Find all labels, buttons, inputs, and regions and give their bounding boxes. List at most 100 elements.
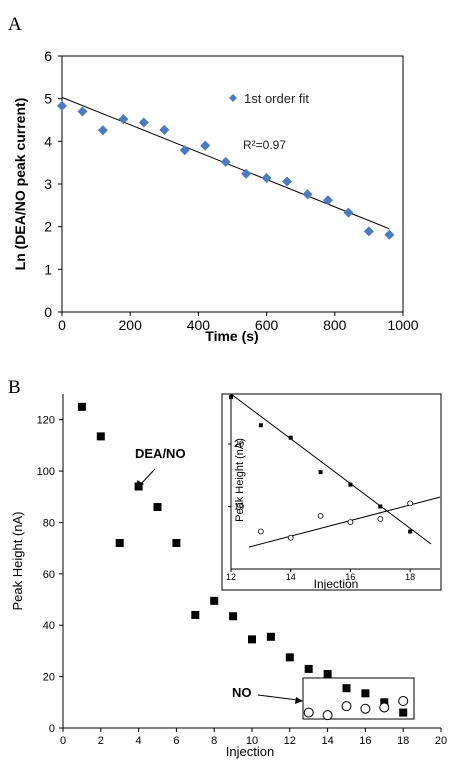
chart-b-square-point: [77, 402, 86, 411]
chart-a-x-ticks: 0 200 400 600 800 1000: [58, 312, 419, 333]
chart-b-square-point: [153, 503, 162, 512]
chart-a-y-tick-label: 5: [44, 91, 52, 107]
chart-b-points: [77, 402, 409, 721]
chart-a-x-tick-label: 400: [187, 317, 211, 333]
chart-b-square-point: [285, 653, 294, 662]
chart-b-x-tick-label: 6: [173, 735, 179, 747]
chart-a-y-ticks: 0 1 2 3 4 5 6: [44, 48, 62, 320]
chart-b-circle-point: [379, 702, 390, 713]
chart-a-y-axis-label: Ln (DEA/NO peak current): [12, 98, 28, 271]
inset-x-tick-label: 12: [226, 572, 236, 582]
chart-a-data-point: [384, 229, 395, 240]
chart-a-y-tick-label: 4: [44, 133, 52, 149]
chart-a-y-tick-label: 0: [44, 304, 52, 320]
chart-b-dea-no-annotation: DEA/NO: [135, 446, 186, 461]
chart-b-x-tick-label: 14: [321, 735, 333, 747]
chart-a-data-point: [159, 124, 170, 135]
inset-square-point: [229, 395, 233, 400]
chart-a-x-tick-label: 1000: [387, 317, 418, 333]
chart-b-x-tick-label: 4: [136, 735, 142, 747]
chart-b-y-tick-label: 0: [49, 723, 55, 735]
chart-b-square-point: [380, 698, 389, 707]
chart-b-square-point: [399, 708, 408, 717]
chart-a-data-point: [343, 207, 354, 218]
chart-b-square-point: [323, 670, 332, 679]
chart-b-x-ticks: 0 2 4 6 8 10 12 14 16 18 20: [60, 728, 447, 747]
panel-b-letter: B: [8, 377, 21, 398]
chart-a-r2-annotation: R²=0.97: [243, 138, 286, 152]
chart-a-y-tick-label: 1: [44, 261, 52, 277]
chart-b-circle-point: [322, 710, 333, 721]
chart-a-data-point: [322, 195, 333, 206]
chart-b: 0 2 4 6 8 10 12 14 16 18 20 0 20 40 60 80 100 120 DEA/NO…: [10, 393, 447, 759]
chart-b-y-tick-label: 20: [43, 672, 55, 684]
chart-a-y-tick-label: 2: [44, 219, 52, 235]
chart-a-y-tick-label: 6: [44, 48, 52, 64]
chart-b-square-point: [210, 596, 219, 605]
inset-circle-point: [317, 512, 324, 519]
inset-square-point: [258, 423, 263, 428]
inset-x-tick-label: 18: [405, 572, 415, 582]
chart-a-data-point: [77, 106, 88, 117]
chart-b-y-ticks: 0 20 40 60 80 100 120: [37, 415, 63, 735]
chart-b-no-arrow: [257, 694, 299, 701]
chart-a-data-point: [220, 156, 231, 167]
chart-b-y-axis-label: Peak Height (nA): [10, 512, 25, 611]
chart-a-legend-label: 1st order fit: [244, 91, 309, 106]
chart-b-x-tick-label: 2: [98, 735, 104, 747]
chart-a-data-point: [261, 173, 272, 184]
chart-b-circle-point: [341, 701, 352, 712]
chart-b-no-annotation: NO: [232, 685, 252, 700]
chart-a-x-tick-label: 600: [255, 317, 279, 333]
chart-a-data-point: [57, 100, 67, 111]
chart-b-circle-point: [360, 703, 371, 714]
chart-b-inset: 12 14 16 18 10 20 Injection Peak Height (nA): [221, 393, 442, 591]
chart-b-x-tick-label: 10: [246, 735, 258, 747]
chart-a-data-point: [241, 168, 252, 179]
inset-square-point: [348, 482, 353, 487]
chart-a-x-tick-label: 800: [323, 317, 347, 333]
inset-x-axis-label: Injection: [314, 577, 359, 591]
chart-b-square-point: [172, 539, 181, 548]
chart-b-square-point: [96, 432, 105, 441]
inset-square-point: [318, 470, 323, 475]
chart-b-zoom-box: [302, 677, 415, 720]
chart-b-square-point: [266, 632, 275, 641]
chart-b-y-tick-label: 120: [37, 415, 55, 427]
chart-b-x-tick-label: 8: [211, 735, 217, 747]
inset-trendline: [230, 393, 432, 545]
dea-no-arrowhead-icon: [137, 480, 144, 488]
inset-square-point: [408, 529, 413, 534]
chart-b-y-tick-label: 100: [37, 466, 55, 478]
chart-a-data-point: [282, 176, 293, 187]
chart-a-x-tick-label: 200: [119, 317, 143, 333]
inset-square-point: [288, 435, 293, 440]
chart-b-x-tick-label: 18: [397, 735, 409, 747]
inset-circle-point: [257, 528, 264, 535]
inset-points: [229, 395, 414, 541]
inset-frame: [221, 393, 442, 591]
inset-circle-point: [407, 500, 414, 507]
chart-a-plot-area: [61, 55, 404, 313]
chart-b-square-point: [248, 635, 256, 644]
legend-diamond-icon: [229, 94, 237, 102]
chart-b-square-point: [229, 612, 238, 621]
chart-a-data-point: [200, 140, 211, 151]
chart-a-data-point: [138, 117, 149, 128]
chart-b-circle-point: [303, 707, 314, 718]
no-arrowhead-icon: [295, 697, 303, 704]
inset-x-tick-label: 14: [286, 572, 296, 582]
inset-y-tick-label: 10: [234, 502, 244, 512]
chart-a-points: [57, 100, 395, 240]
chart-b-x-axis-label: Injection: [226, 744, 274, 759]
chart-b-x-tick-label: 0: [60, 735, 66, 747]
chart-a-data-point: [363, 226, 374, 237]
chart-b-x-tick-label: 12: [284, 735, 296, 747]
chart-b-square-point: [342, 684, 351, 693]
chart-b-dea-no-arrow: [139, 468, 156, 486]
chart-b-square-point: [191, 610, 200, 619]
inset-circle-point: [347, 519, 354, 526]
inset-y-tick-label: 20: [234, 439, 244, 449]
chart-a-data-point: [302, 189, 313, 200]
